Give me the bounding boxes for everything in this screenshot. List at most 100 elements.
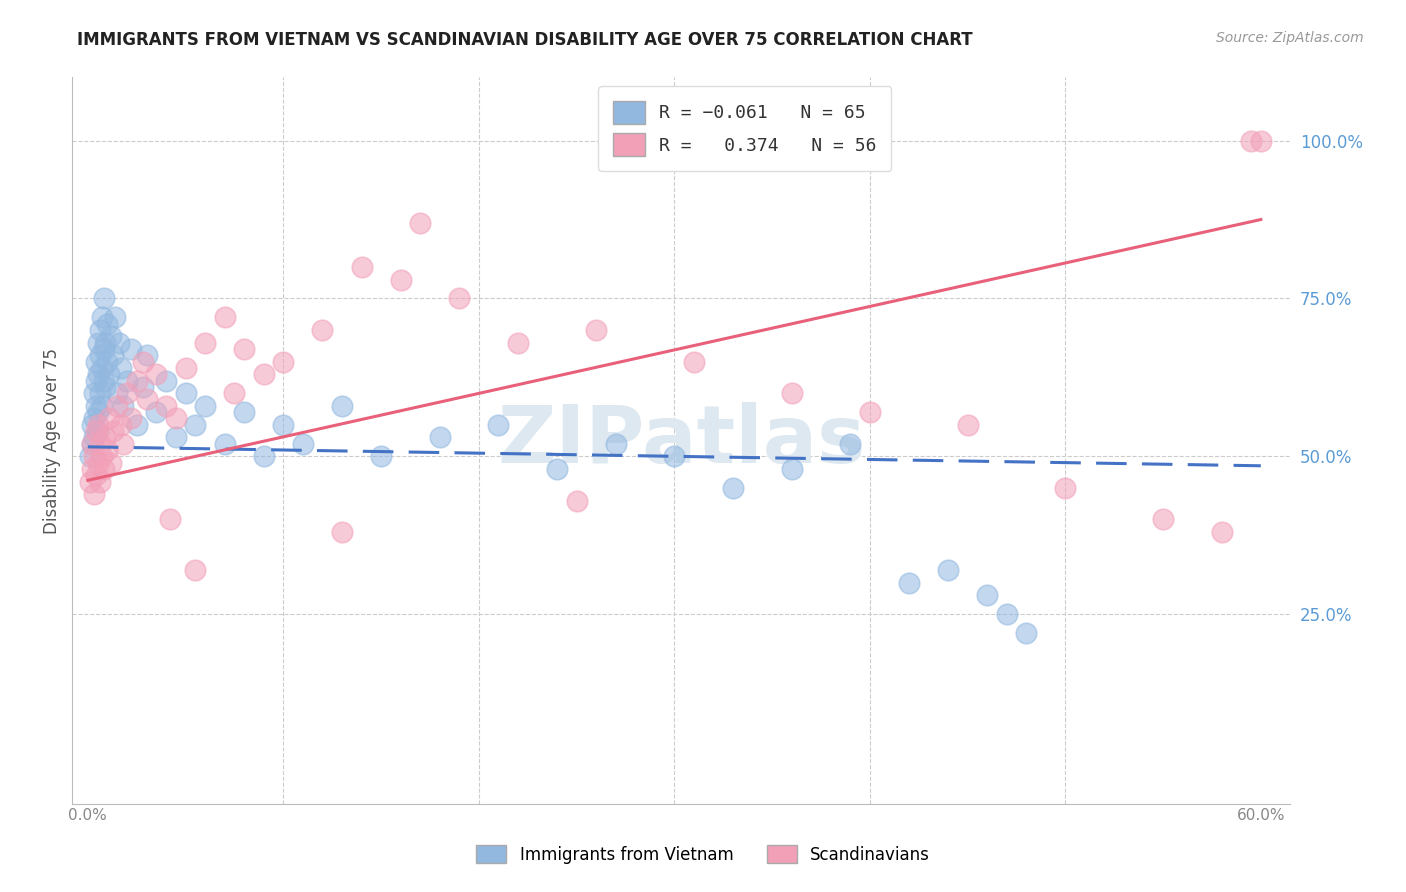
Point bbox=[506, 335, 529, 350]
Point bbox=[80, 436, 103, 450]
Point bbox=[253, 450, 276, 464]
Point bbox=[104, 310, 127, 325]
Text: ZIPatlas: ZIPatlas bbox=[498, 401, 865, 480]
Point bbox=[94, 335, 117, 350]
Point bbox=[80, 417, 103, 432]
Point bbox=[224, 386, 246, 401]
Point bbox=[83, 386, 105, 401]
Point bbox=[273, 417, 295, 432]
Point bbox=[233, 405, 256, 419]
Point bbox=[90, 450, 112, 464]
Point bbox=[86, 456, 108, 470]
Point bbox=[585, 323, 607, 337]
Point bbox=[936, 563, 959, 577]
Point bbox=[159, 512, 181, 526]
Point bbox=[86, 405, 108, 419]
Point bbox=[89, 323, 111, 337]
Point bbox=[956, 417, 979, 432]
Point bbox=[84, 468, 107, 483]
Point bbox=[291, 436, 314, 450]
Point bbox=[1211, 525, 1233, 540]
Point bbox=[110, 417, 132, 432]
Point bbox=[80, 462, 103, 476]
Point bbox=[86, 417, 108, 432]
Point bbox=[112, 436, 135, 450]
Point bbox=[131, 354, 153, 368]
Point bbox=[409, 216, 432, 230]
Point bbox=[184, 417, 207, 432]
Point bbox=[94, 430, 117, 444]
Point bbox=[110, 360, 132, 375]
Point bbox=[115, 374, 138, 388]
Point bbox=[108, 335, 131, 350]
Point bbox=[89, 436, 111, 450]
Point bbox=[84, 374, 107, 388]
Point bbox=[174, 386, 197, 401]
Point bbox=[546, 462, 568, 476]
Point bbox=[145, 405, 167, 419]
Point bbox=[86, 424, 108, 438]
Point bbox=[105, 386, 128, 401]
Text: IMMIGRANTS FROM VIETNAM VS SCANDINAVIAN DISABILITY AGE OVER 75 CORRELATION CHART: IMMIGRANTS FROM VIETNAM VS SCANDINAVIAN … bbox=[77, 31, 973, 49]
Point bbox=[1054, 481, 1077, 495]
Point bbox=[86, 335, 108, 350]
Point bbox=[89, 386, 111, 401]
Point bbox=[330, 525, 353, 540]
Point bbox=[1015, 626, 1038, 640]
Point bbox=[83, 411, 105, 425]
Point bbox=[96, 442, 118, 457]
Point bbox=[214, 436, 236, 450]
Point bbox=[94, 380, 117, 394]
Point bbox=[125, 417, 148, 432]
Point bbox=[976, 588, 998, 602]
Point bbox=[565, 493, 588, 508]
Point bbox=[83, 450, 105, 464]
Point bbox=[84, 424, 107, 438]
Point bbox=[273, 354, 295, 368]
Point bbox=[96, 317, 118, 331]
Point bbox=[389, 272, 412, 286]
Point bbox=[429, 430, 451, 444]
Point bbox=[84, 354, 107, 368]
Point bbox=[83, 487, 105, 501]
Point bbox=[98, 368, 121, 382]
Point bbox=[155, 399, 177, 413]
Point bbox=[93, 342, 115, 356]
Point bbox=[120, 411, 142, 425]
Point bbox=[897, 575, 920, 590]
Point bbox=[96, 354, 118, 368]
Point bbox=[83, 430, 105, 444]
Point bbox=[145, 368, 167, 382]
Point bbox=[135, 392, 157, 407]
Point bbox=[780, 462, 803, 476]
Point bbox=[115, 386, 138, 401]
Point bbox=[859, 405, 882, 419]
Point bbox=[112, 399, 135, 413]
Point bbox=[605, 436, 627, 450]
Point bbox=[98, 411, 121, 425]
Point bbox=[194, 399, 217, 413]
Point bbox=[90, 310, 112, 325]
Legend: R = −0.061   N = 65, R =   0.374   N = 56: R = −0.061 N = 65, R = 0.374 N = 56 bbox=[598, 87, 891, 170]
Point bbox=[995, 607, 1018, 622]
Point bbox=[100, 456, 122, 470]
Point bbox=[120, 342, 142, 356]
Point bbox=[184, 563, 207, 577]
Point bbox=[135, 348, 157, 362]
Point bbox=[1240, 134, 1263, 148]
Point bbox=[93, 462, 115, 476]
Point bbox=[79, 475, 101, 489]
Point bbox=[486, 417, 509, 432]
Point bbox=[89, 348, 111, 362]
Point bbox=[125, 374, 148, 388]
Y-axis label: Disability Age Over 75: Disability Age Over 75 bbox=[44, 348, 60, 533]
Point bbox=[664, 450, 686, 464]
Point bbox=[370, 450, 392, 464]
Point bbox=[103, 424, 125, 438]
Point bbox=[233, 342, 256, 356]
Point bbox=[86, 368, 108, 382]
Point bbox=[165, 430, 187, 444]
Point bbox=[350, 260, 373, 274]
Point bbox=[780, 386, 803, 401]
Point bbox=[80, 436, 103, 450]
